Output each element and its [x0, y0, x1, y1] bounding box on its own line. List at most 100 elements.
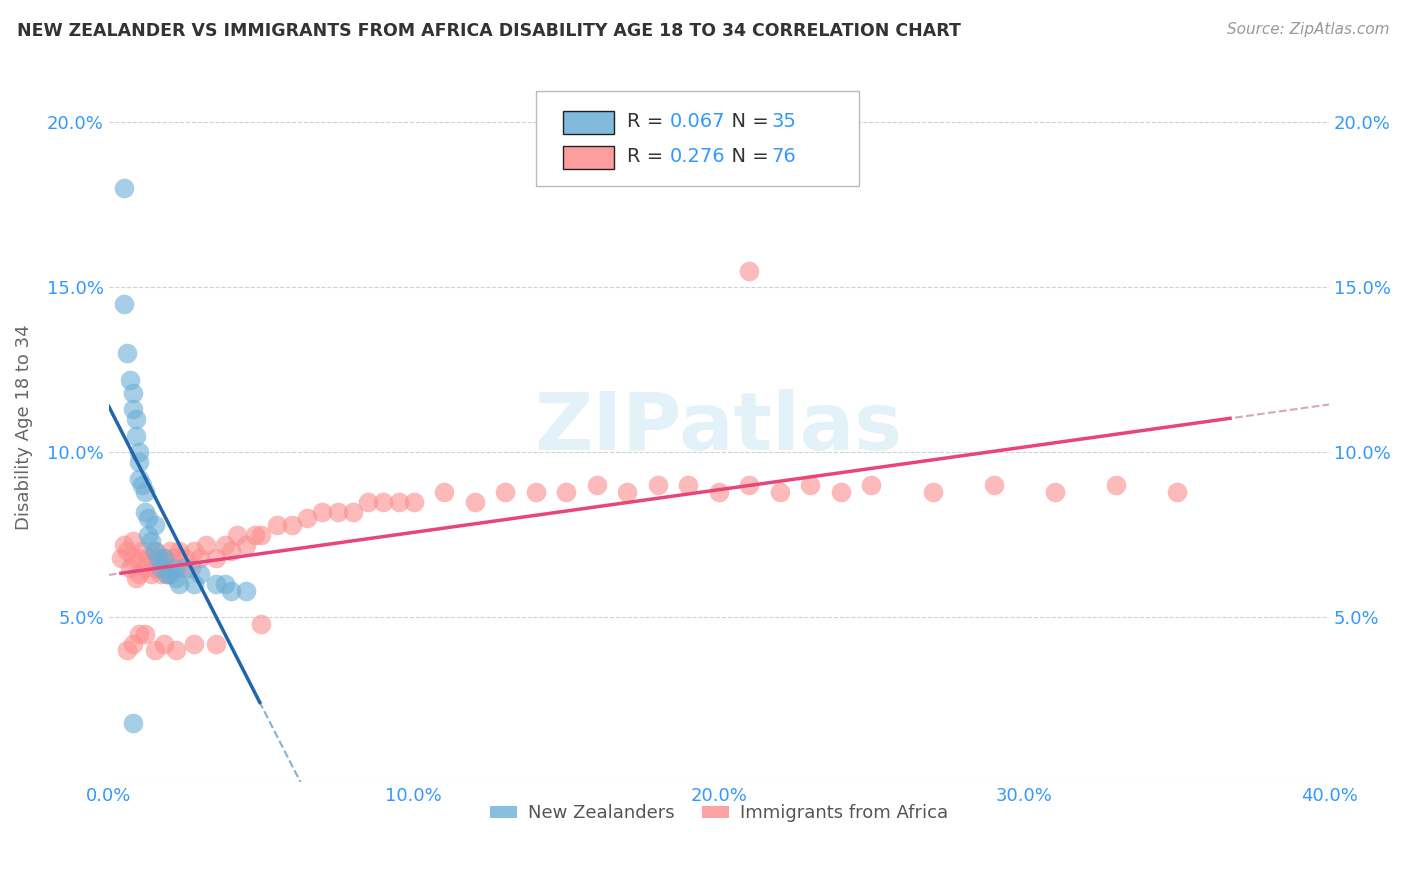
Point	[342, 505, 364, 519]
Point	[183, 577, 205, 591]
Point	[143, 544, 166, 558]
Point	[165, 570, 187, 584]
Point	[433, 484, 456, 499]
Point	[125, 429, 148, 443]
Point	[110, 550, 132, 565]
Point	[156, 567, 179, 582]
Point	[1043, 484, 1066, 499]
Point	[143, 544, 166, 558]
Point	[195, 538, 218, 552]
Point	[188, 567, 211, 582]
Point	[149, 560, 172, 574]
Point	[143, 560, 166, 574]
Text: 0.276: 0.276	[671, 147, 725, 166]
FancyBboxPatch shape	[562, 112, 614, 134]
Point	[921, 484, 943, 499]
Point	[125, 412, 148, 426]
Point	[295, 511, 318, 525]
Point	[128, 626, 150, 640]
Point	[183, 544, 205, 558]
Point	[134, 505, 156, 519]
Point	[647, 478, 669, 492]
Point	[149, 567, 172, 582]
Y-axis label: Disability Age 18 to 34: Disability Age 18 to 34	[15, 325, 32, 531]
Point	[214, 538, 236, 552]
Point	[586, 478, 609, 492]
Point	[128, 445, 150, 459]
Text: R =: R =	[627, 147, 669, 166]
Point	[152, 636, 174, 650]
Point	[555, 484, 578, 499]
Point	[122, 534, 145, 549]
Point	[167, 577, 190, 591]
Point	[387, 494, 409, 508]
Point	[738, 478, 761, 492]
Point	[122, 715, 145, 730]
Point	[162, 560, 184, 574]
FancyBboxPatch shape	[536, 91, 859, 186]
Point	[134, 626, 156, 640]
Text: 35: 35	[772, 112, 796, 131]
Point	[204, 550, 226, 565]
Point	[122, 636, 145, 650]
Text: ZIPatlas: ZIPatlas	[534, 389, 903, 467]
Text: Source: ZipAtlas.com: Source: ZipAtlas.com	[1226, 22, 1389, 37]
Point	[131, 544, 153, 558]
Point	[141, 567, 163, 582]
Point	[159, 544, 181, 558]
Point	[402, 494, 425, 508]
Point	[266, 517, 288, 532]
Point	[165, 643, 187, 657]
Point	[131, 478, 153, 492]
Point	[134, 484, 156, 499]
Point	[115, 544, 138, 558]
Point	[250, 616, 273, 631]
Point	[128, 567, 150, 582]
Point	[125, 570, 148, 584]
Point	[769, 484, 792, 499]
Point	[250, 527, 273, 541]
Point	[183, 636, 205, 650]
Point	[120, 560, 142, 574]
Point	[464, 494, 486, 508]
Point	[134, 560, 156, 574]
Point	[678, 478, 700, 492]
Point	[152, 550, 174, 565]
Point	[524, 484, 547, 499]
Point	[122, 550, 145, 565]
Point	[983, 478, 1005, 492]
Point	[165, 560, 187, 574]
Point	[122, 385, 145, 400]
Point	[281, 517, 304, 532]
Point	[219, 583, 242, 598]
Point	[156, 567, 179, 582]
Point	[1104, 478, 1126, 492]
Point	[616, 484, 638, 499]
Text: 76: 76	[772, 147, 796, 166]
Point	[141, 534, 163, 549]
Point	[707, 484, 730, 499]
Point	[326, 505, 349, 519]
Point	[373, 494, 395, 508]
Point	[115, 346, 138, 360]
Point	[112, 297, 135, 311]
Point	[245, 527, 267, 541]
Point	[494, 484, 516, 499]
Point	[128, 472, 150, 486]
Point	[152, 550, 174, 565]
Point	[225, 527, 247, 541]
Point	[146, 550, 169, 565]
Point	[219, 544, 242, 558]
Point	[162, 550, 184, 565]
Point	[174, 550, 197, 565]
Point	[138, 511, 160, 525]
Point	[188, 550, 211, 565]
Point	[115, 643, 138, 657]
Point	[357, 494, 380, 508]
Point	[1166, 484, 1188, 499]
Point	[138, 527, 160, 541]
Point	[235, 583, 257, 598]
Point	[830, 484, 852, 499]
Point	[138, 550, 160, 565]
Point	[159, 567, 181, 582]
